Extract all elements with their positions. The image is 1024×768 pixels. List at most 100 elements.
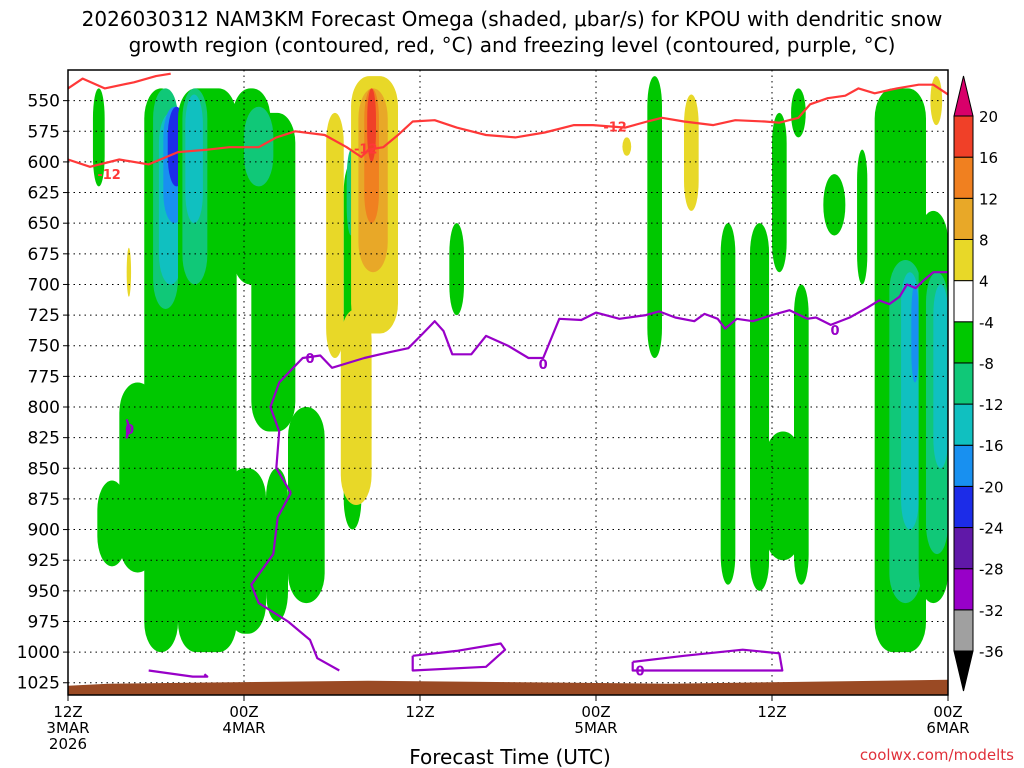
colorbar-swatch — [953, 280, 974, 323]
freezing-level-contour — [148, 669, 209, 678]
y-tick-label: 675 — [28, 245, 60, 265]
omega-region — [622, 137, 632, 156]
y-tick-label: 625 — [28, 184, 60, 204]
dgz-contour-label: -12 — [97, 168, 121, 183]
dgz-contour-label: -12 — [354, 142, 378, 157]
y-tick-label: 650 — [28, 214, 60, 234]
x-tick-label: 4MAR — [222, 719, 265, 737]
dgz-minus12-contour — [68, 83, 948, 168]
omega-region — [750, 223, 770, 591]
freezing-contour-label: 0 — [831, 324, 840, 339]
colorbar-label: -12 — [979, 396, 1004, 414]
omega-region — [764, 431, 802, 561]
freezing-contour-label: 0 — [305, 352, 314, 367]
y-tick-label: 575 — [28, 122, 60, 142]
y-tick-label: 975 — [28, 612, 60, 632]
omega-region — [911, 284, 919, 383]
omega-region — [933, 284, 948, 469]
x-tick-label: 12Z — [405, 703, 434, 721]
y-tick-label: 875 — [28, 490, 60, 510]
colorbar-label: -36 — [979, 643, 1004, 661]
chart-title-line2: growth region (contoured, red, °C) and f… — [129, 33, 896, 57]
omega-region — [823, 174, 846, 236]
y-tick-label: 800 — [28, 398, 60, 418]
y-tick-label: 925 — [28, 551, 60, 571]
terrain-surface — [68, 679, 948, 695]
colorbar-swatch — [953, 568, 974, 611]
colorbar-label: -8 — [979, 355, 994, 373]
freezing-contour-label: 0 — [539, 358, 548, 373]
plot-frame — [67, 69, 949, 696]
omega-region — [720, 223, 736, 585]
freezing-contour-label: 0 — [125, 423, 134, 438]
y-tick-label: 825 — [28, 429, 60, 449]
y-tick-label: 1000 — [17, 643, 60, 663]
freezing-level-contour — [269, 271, 948, 494]
omega-region — [772, 112, 787, 273]
colorbar-arrow-low — [953, 650, 974, 692]
x-tick-label: 3MAR — [46, 719, 89, 737]
x-tick-label: 5MAR — [574, 719, 617, 737]
omega-region — [684, 94, 699, 211]
chart-title-line1: 2026030312 NAM3KM Forecast Omega (shaded… — [82, 7, 943, 31]
colorbar-label: 8 — [979, 231, 989, 249]
colorbar-label: -32 — [979, 602, 1004, 620]
omega-region — [288, 407, 325, 604]
y-tick-label: 700 — [28, 275, 60, 295]
dgz-contour-label: -12 — [603, 120, 627, 135]
dgz-minus12-contour — [68, 72, 171, 90]
omega-region — [857, 149, 868, 285]
y-tick-label: 950 — [28, 582, 60, 602]
colorbar-swatch — [953, 156, 974, 199]
x-tick-label: 00Z — [933, 703, 962, 721]
omega-region — [126, 247, 132, 297]
x-tick-label: 2026 — [49, 735, 87, 753]
y-tick-label: 550 — [28, 92, 60, 112]
omega-region — [647, 76, 662, 358]
colorbar-swatch — [953, 238, 974, 282]
colorbar-label: 12 — [979, 190, 998, 208]
x-tick-label: 6MAR — [926, 719, 969, 737]
y-tick-label: 850 — [28, 459, 60, 479]
colorbar-swatch — [953, 403, 974, 446]
x-tick-label: 12Z — [757, 703, 786, 721]
colorbar-label: -28 — [979, 561, 1004, 579]
omega-region — [326, 112, 344, 358]
colorbar-swatch — [953, 527, 974, 570]
y-tick-label: 725 — [28, 306, 60, 326]
freezing-level-contour — [411, 642, 507, 672]
omega-region — [185, 94, 203, 224]
omega-region — [794, 284, 809, 585]
colorbar-swatch — [953, 485, 974, 529]
credit-text: coolwx.com/modelts — [860, 746, 1014, 764]
x-axis-label: Forecast Time (UTC) — [409, 745, 611, 768]
omega-region — [367, 88, 376, 162]
colorbar-label: -4 — [979, 314, 994, 332]
colorbar-arrow-high — [953, 75, 974, 117]
omega-region — [340, 308, 372, 506]
colorbar-label: -24 — [979, 520, 1004, 538]
omega-region — [97, 480, 127, 567]
freezing-level-contour — [125, 418, 131, 439]
colorbar-label: 20 — [979, 108, 998, 126]
colorbar-swatch — [953, 197, 974, 240]
omega-region — [266, 468, 288, 622]
y-tick-label: 600 — [28, 153, 60, 173]
colorbar-swatch — [953, 444, 974, 487]
colorbar-swatch — [953, 362, 974, 405]
freezing-contour-label: 0 — [635, 664, 644, 679]
colorbar-swatch — [953, 321, 974, 364]
freezing-level-contour — [250, 492, 340, 672]
y-tick-label: 750 — [28, 337, 60, 357]
colorbar-swatch — [953, 609, 974, 652]
y-tick-label: 900 — [28, 521, 60, 541]
y-tick-label: 1025 — [17, 674, 60, 694]
colorbar-label: -16 — [979, 437, 1004, 455]
freezing-level-contour — [631, 648, 784, 672]
colorbar-swatch — [953, 115, 974, 158]
colorbar-label: -20 — [979, 478, 1004, 496]
omega-region — [449, 223, 464, 316]
x-tick-label: 00Z — [581, 703, 610, 721]
colorbar-label: 16 — [979, 149, 998, 167]
